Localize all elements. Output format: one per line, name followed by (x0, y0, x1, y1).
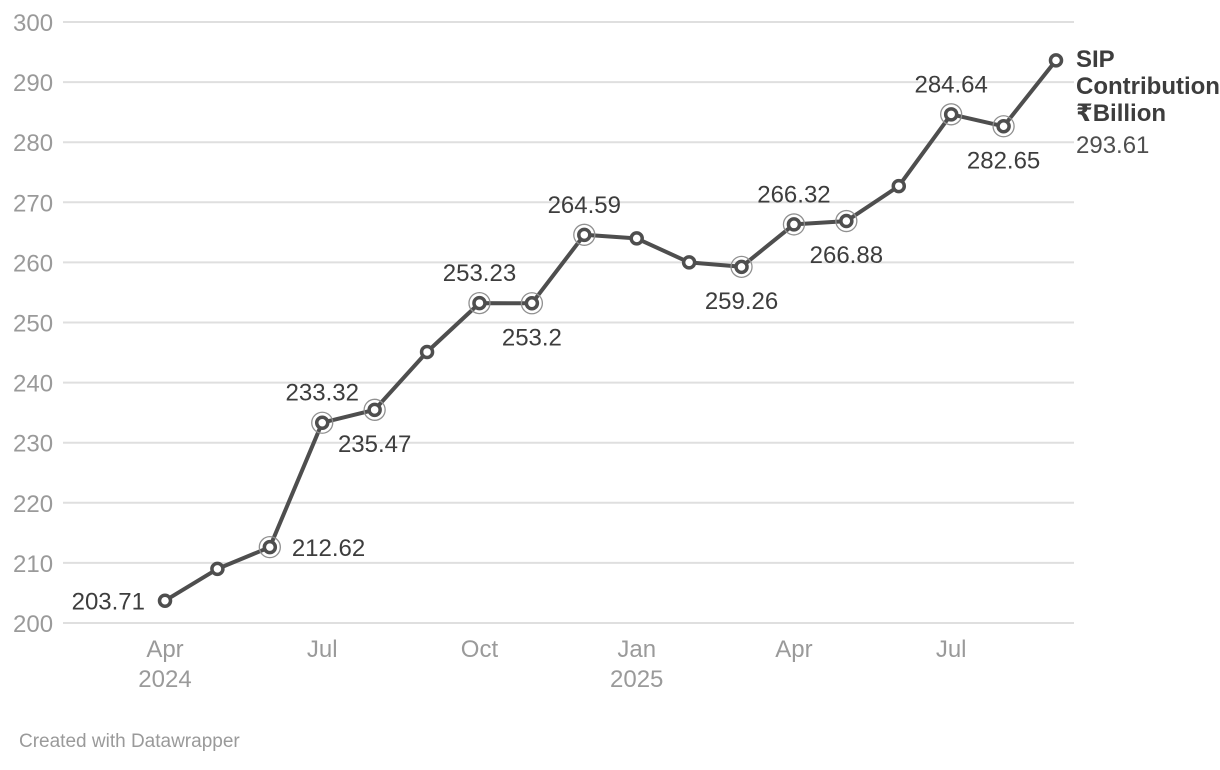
series-legend: SIP Contribution ₹Billion 293.61 (1076, 46, 1220, 159)
series-legend-last-value: 293.61 (1076, 132, 1150, 159)
data-point-marker-aug-2025[interactable] (996, 119, 1011, 134)
data-point-marker-mar-2025[interactable] (734, 259, 749, 275)
data-point-marker-dec-2024[interactable] (577, 227, 592, 243)
x-axis-tick-label: Oct (461, 636, 499, 663)
data-point-ring (835, 209, 858, 233)
data-point-label: 266.88 (810, 242, 883, 269)
datawrapper-credit: Created with Datawrapper (19, 731, 240, 752)
series-line (163, 58, 1058, 603)
data-point-marker-jan-2025[interactable] (629, 231, 644, 246)
data-point-label: 284.64 (914, 71, 987, 98)
data-point-marker-may-2024[interactable] (210, 561, 225, 577)
x-axis-tick-label: Jul (307, 636, 338, 663)
data-point-label: 203.71 (72, 589, 145, 616)
data-point-label: 266.32 (757, 181, 830, 208)
data-point-marker-aug-2024[interactable] (367, 402, 382, 418)
y-axis-tick-label-300: 300 (13, 10, 53, 37)
data-point-label: 253.2 (502, 324, 562, 351)
data-point-ring (730, 255, 753, 278)
x-axis-tick-label: Apr (146, 636, 183, 663)
data-point-ring (363, 398, 386, 421)
data-point-marker-oct-2024[interactable] (472, 295, 487, 311)
data-point-label: 212.62 (292, 535, 365, 562)
data-point-marker-feb-2025[interactable] (681, 255, 697, 270)
y-axis-tick-label-230: 230 (13, 431, 53, 458)
y-axis-tick-label-260: 260 (13, 250, 53, 277)
x-axis-tick-label: Jul (936, 636, 967, 663)
data-point-ring (782, 213, 806, 236)
data-point-ring (520, 292, 544, 315)
data-point-marker-apr-2024[interactable] (157, 593, 173, 608)
data-point-ring (940, 103, 963, 126)
y-axis-tick-label-270: 270 (13, 190, 53, 217)
y-axis-tick-label-240: 240 (13, 371, 53, 398)
data-point-ring (311, 411, 334, 434)
data-point-marker-jul-2025[interactable] (943, 107, 959, 122)
data-point-marker-jul-2024[interactable] (314, 415, 330, 430)
data-point-label: 259.26 (705, 288, 778, 315)
data-point-label: 253.23 (443, 260, 516, 287)
x-axis-tick-label: Apr (775, 636, 812, 663)
data-point-label: 235.47 (338, 431, 411, 458)
y-axis-tick-label-250: 250 (13, 311, 53, 338)
data-point-marker-sep-2024[interactable] (419, 344, 435, 360)
data-point-marker-jun-2024[interactable] (262, 539, 278, 555)
data-point-ring (468, 291, 491, 315)
x-axis-year-label: 2025 (610, 666, 663, 693)
data-point-label: 282.65 (967, 147, 1040, 174)
data-point-marker-apr-2025[interactable] (786, 217, 802, 232)
data-point-label: 233.32 (286, 380, 359, 407)
series-legend-title: SIP Contribution ₹Billion (1076, 46, 1220, 127)
y-axis-tick-label-200: 200 (13, 611, 53, 638)
x-axis-tick-label: Jan (617, 636, 656, 663)
x-axis-year-label: 2024 (138, 666, 191, 693)
data-point-label: 264.59 (548, 192, 621, 219)
data-point-ring (992, 115, 1015, 138)
y-axis-tick-label-290: 290 (13, 70, 53, 97)
data-point-marker-jun-2025[interactable] (891, 178, 907, 194)
y-axis-tick-label-280: 280 (13, 130, 53, 157)
data-point-ring (573, 223, 596, 246)
data-point-marker-nov-2024[interactable] (524, 296, 540, 311)
y-axis-tick-label-210: 210 (13, 551, 53, 578)
data-point-ring (258, 536, 281, 559)
data-point-marker-may-2025[interactable] (839, 213, 854, 229)
data-point-marker-sep-2025[interactable] (1048, 53, 1064, 68)
y-axis-tick-label-220: 220 (13, 491, 53, 518)
